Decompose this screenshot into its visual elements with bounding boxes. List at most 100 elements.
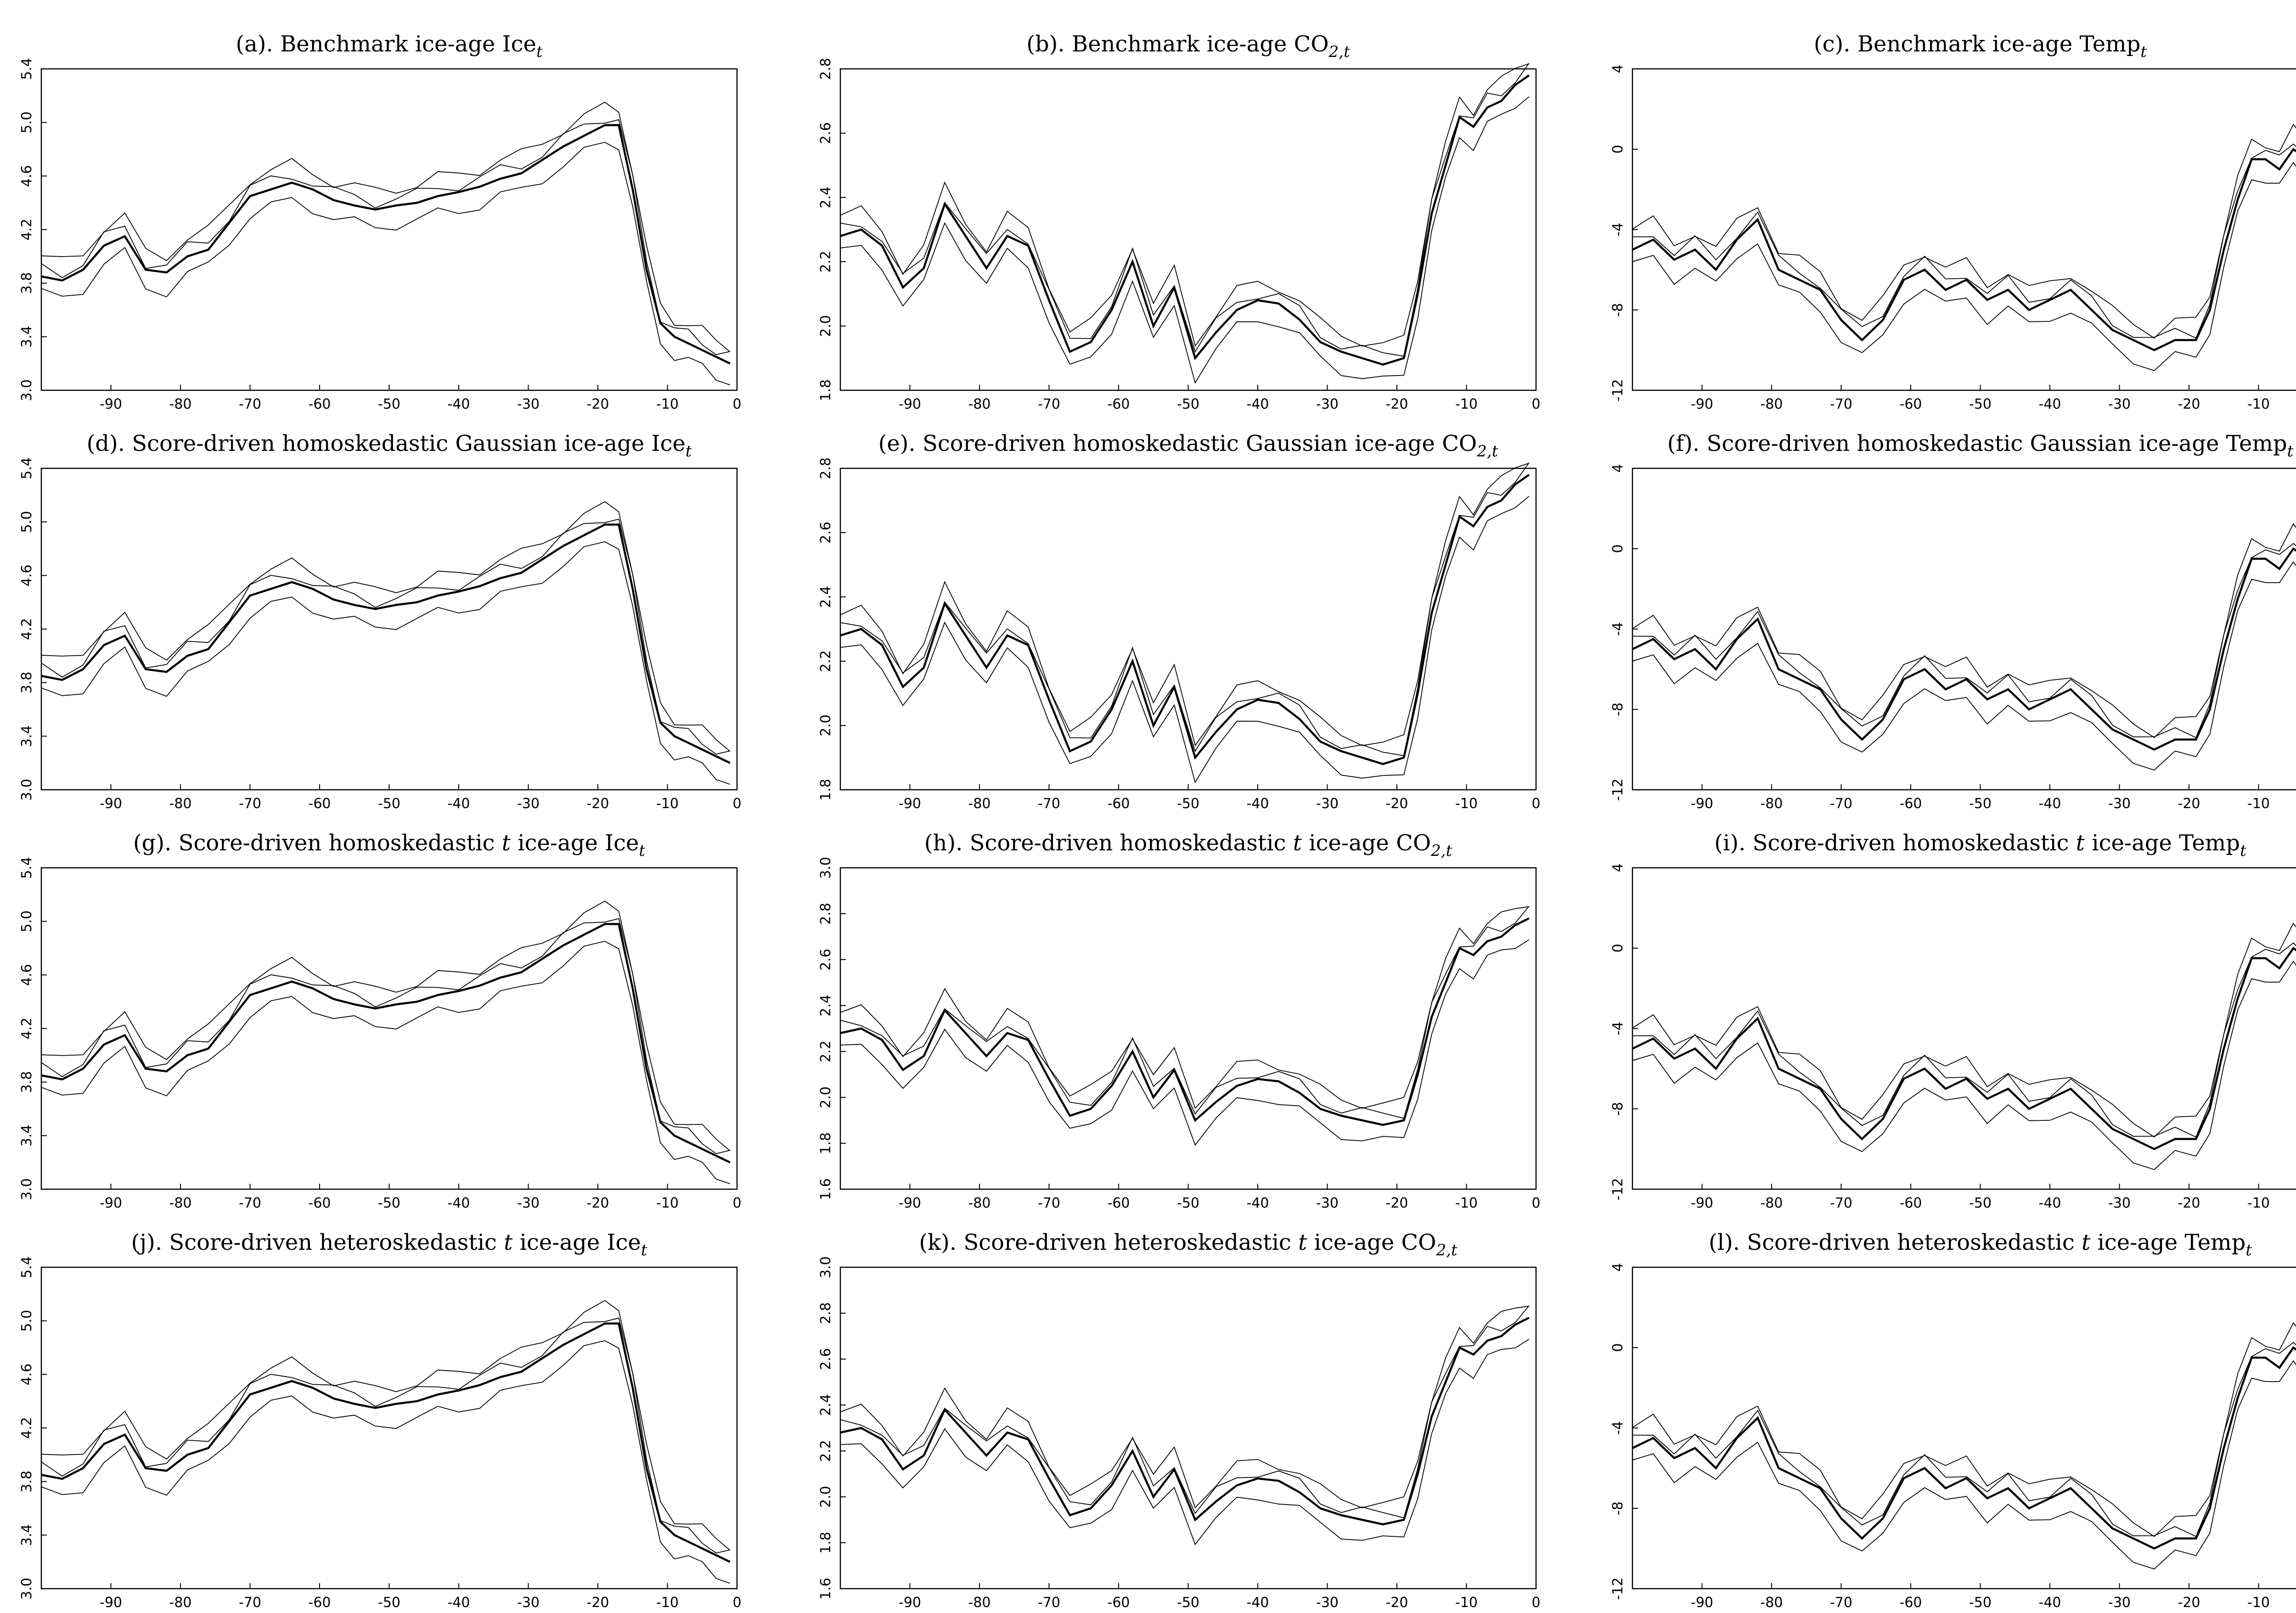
panel-title-label2: ice-age bbox=[520, 1230, 607, 1255]
panel-title-label: (i). Score-driven homoskedastic bbox=[1714, 830, 2076, 856]
fitted-series-line bbox=[840, 74, 1530, 366]
x-tick-label: -80 bbox=[169, 1595, 192, 1611]
x-tick-label: 0 bbox=[732, 796, 741, 812]
panel-title-label: (l). Score-driven heteroskedastic bbox=[1709, 1230, 2082, 1255]
panel-title-subscript: t bbox=[2140, 43, 2147, 61]
y-tick-label: 2.8 bbox=[818, 1302, 834, 1324]
panel-title-subscript: 2,t bbox=[1436, 1241, 1458, 1259]
y-tick-label: -4 bbox=[1610, 1421, 1626, 1435]
y-tick-label: 5.4 bbox=[19, 457, 35, 479]
panel-title-variable: CO bbox=[1401, 1230, 1436, 1255]
x-tick-label: -60 bbox=[1900, 1595, 1922, 1611]
x-tick-label: -20 bbox=[1386, 396, 1408, 412]
y-tick-label: 3.8 bbox=[19, 1471, 35, 1493]
panel-title-label: (a). Benchmark ice-age bbox=[236, 31, 502, 57]
x-tick-label: -50 bbox=[378, 1195, 400, 1211]
y-tick-label: 4.2 bbox=[19, 219, 35, 241]
lower-band-line bbox=[840, 939, 1530, 1146]
y-tick-label: 4.6 bbox=[19, 1363, 35, 1385]
lower-band-line bbox=[1632, 1360, 2296, 1570]
y-tick-label: 3.0 bbox=[818, 1256, 834, 1278]
x-tick-label: -60 bbox=[309, 1595, 331, 1611]
y-tick-label: 3.8 bbox=[19, 272, 35, 294]
upper-band-line bbox=[1632, 922, 2296, 1138]
panel-title-variable: Temp bbox=[2184, 1230, 2245, 1255]
x-tick-label: -40 bbox=[2039, 396, 2061, 412]
x-tick-label: -70 bbox=[239, 1195, 261, 1211]
x-tick-label: -10 bbox=[1455, 796, 1478, 812]
x-tick-label: -50 bbox=[1969, 396, 1992, 412]
plot-frame bbox=[1632, 1266, 2296, 1590]
x-tick-label: -40 bbox=[1247, 1195, 1269, 1211]
fitted-series-line bbox=[41, 1322, 731, 1563]
panel-title: (i). Score-driven homoskedastic t ice-ag… bbox=[1714, 830, 2246, 860]
x-tick-label: -80 bbox=[968, 1595, 991, 1611]
x-tick-label: -30 bbox=[2108, 796, 2131, 812]
panel-title-subscript: 2,t bbox=[1328, 43, 1350, 61]
x-tick-label: -40 bbox=[2039, 1595, 2061, 1611]
upper-band-line bbox=[41, 501, 731, 752]
y-tick-label: 5.4 bbox=[19, 857, 35, 879]
y-tick-label: 0 bbox=[1610, 1343, 1626, 1352]
x-tick-label: -60 bbox=[1108, 1195, 1130, 1211]
y-tick-label: 3.4 bbox=[19, 1124, 35, 1147]
panel-title-label2: ice-age bbox=[1309, 830, 1396, 856]
y-tick-label: 5.4 bbox=[19, 58, 35, 80]
y-tick-label: 2.6 bbox=[818, 1348, 834, 1370]
actual-series-line bbox=[840, 1305, 1530, 1518]
x-tick-label: -30 bbox=[1316, 396, 1339, 412]
x-tick-label: -60 bbox=[309, 1195, 331, 1211]
y-tick-label: 5.4 bbox=[19, 1256, 35, 1278]
lower-band-line bbox=[840, 96, 1530, 384]
x-tick-label: -20 bbox=[1386, 1595, 1408, 1611]
panel-f: (f). Score-driven homoskedastic Gaussian… bbox=[1610, 431, 2296, 812]
y-tick-label: 2.4 bbox=[818, 995, 834, 1017]
x-tick-label: -10 bbox=[656, 796, 679, 812]
y-tick-label: 1.6 bbox=[818, 1578, 834, 1600]
fitted-series-line bbox=[41, 923, 731, 1163]
x-tick-label: 0 bbox=[1531, 396, 1540, 412]
x-tick-label: -80 bbox=[169, 396, 192, 412]
panel-title-label: (j). Score-driven heteroskedastic bbox=[131, 1230, 504, 1255]
x-tick-label: -70 bbox=[1830, 1195, 1852, 1211]
y-tick-label: 2.4 bbox=[818, 1394, 834, 1416]
y-tick-label: 2.0 bbox=[818, 1486, 834, 1508]
x-tick-label: -30 bbox=[1316, 1195, 1339, 1211]
x-tick-label: -50 bbox=[378, 1595, 400, 1611]
panel-title-subscript: t bbox=[2287, 442, 2294, 461]
x-tick-label: -70 bbox=[1038, 396, 1060, 412]
panel-title-subscript: 2,t bbox=[1476, 442, 1498, 461]
panel-title-subscript: t bbox=[2240, 842, 2246, 860]
x-tick-label: -80 bbox=[169, 796, 192, 812]
y-tick-label: 4.6 bbox=[19, 165, 35, 187]
x-tick-label: -30 bbox=[517, 396, 540, 412]
y-tick-label: 0 bbox=[1610, 145, 1626, 153]
x-tick-label: -30 bbox=[2108, 1195, 2131, 1211]
y-tick-label: 4 bbox=[1610, 863, 1626, 872]
y-tick-label: 2.6 bbox=[818, 522, 834, 544]
y-tick-label: -4 bbox=[1610, 223, 1626, 236]
y-tick-label: 3.4 bbox=[19, 1524, 35, 1546]
panel-title-label2: ice-age bbox=[2092, 830, 2179, 856]
panel-title-variable: Temp bbox=[2079, 31, 2140, 57]
panel-title-variable: Temp bbox=[2179, 830, 2240, 856]
x-tick-label: -40 bbox=[1247, 396, 1269, 412]
x-tick-label: -10 bbox=[2247, 1595, 2270, 1611]
x-tick-label: -90 bbox=[899, 1595, 921, 1611]
actual-series-line bbox=[840, 906, 1530, 1119]
x-tick-label: -90 bbox=[1691, 796, 1713, 812]
y-tick-label: -12 bbox=[1610, 1178, 1626, 1201]
x-tick-label: 0 bbox=[732, 1595, 741, 1611]
x-tick-label: -50 bbox=[378, 396, 400, 412]
y-tick-label: 2.8 bbox=[818, 58, 834, 80]
x-tick-label: -10 bbox=[2247, 396, 2270, 412]
y-tick-label: 2.2 bbox=[818, 1440, 834, 1462]
x-tick-label: -80 bbox=[1761, 1595, 1783, 1611]
x-tick-label: -70 bbox=[239, 796, 261, 812]
panel-l: (l). Score-driven heteroskedastic t ice-… bbox=[1610, 1230, 2296, 1611]
panel-title-subscript: t bbox=[686, 442, 692, 461]
x-tick-label: -70 bbox=[1830, 796, 1852, 812]
y-tick-label: -12 bbox=[1610, 1578, 1626, 1600]
panel-c: (c). Benchmark ice-age Tempt-90 -80 -70 -60… bbox=[1610, 31, 2296, 412]
y-tick-label: 3.0 bbox=[19, 379, 35, 401]
